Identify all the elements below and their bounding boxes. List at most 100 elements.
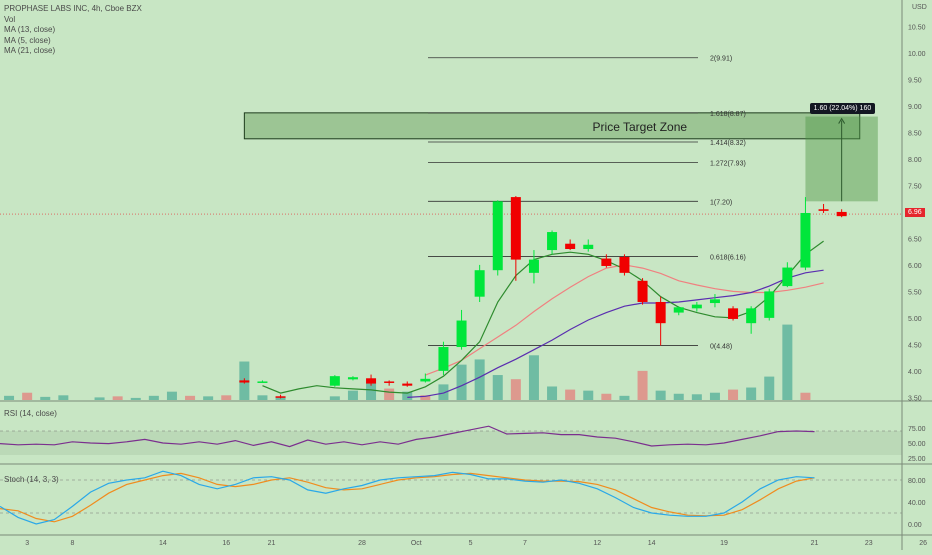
volume-bar — [384, 388, 395, 400]
candle-down — [402, 383, 413, 386]
candle-up — [746, 308, 757, 324]
volume-bar — [655, 390, 666, 400]
candle-down — [510, 197, 521, 260]
volume-bar — [510, 379, 521, 400]
fib-level-label: 0(4.48) — [710, 343, 732, 350]
chart-legend: PROPHASE LABS INC, 4h, Cboe BZX Vol MA (… — [4, 4, 142, 57]
volume-bar — [456, 364, 467, 400]
candle-down — [637, 280, 648, 302]
currency-label: USD — [912, 4, 927, 11]
candle-down — [836, 211, 847, 217]
price-tick-label: 9.00 — [908, 104, 922, 111]
measure-arrow-head — [838, 117, 846, 124]
rsi-line — [0, 425, 815, 448]
volume-bar — [40, 396, 51, 400]
price-tick-label: 10.50 — [908, 24, 926, 31]
volume-bar — [94, 397, 105, 400]
ma5-line — [407, 269, 824, 398]
volume-bar — [221, 395, 232, 400]
volume-bar — [148, 395, 159, 400]
volume-bar — [709, 392, 720, 400]
fib-level-label: 1.272(7.93) — [710, 161, 746, 168]
price-tick-label: 8.50 — [908, 130, 922, 137]
volume-bar — [22, 392, 33, 400]
volume-bar — [728, 389, 739, 400]
last-price-tag: 6.96 — [905, 208, 925, 218]
time-tick-label: Oct — [411, 540, 422, 547]
candle-up — [709, 299, 720, 304]
volume-bar — [800, 392, 811, 400]
candle-down — [818, 209, 829, 211]
time-tick-label: 3 — [25, 540, 29, 547]
fib-level-label: 0.618(6.16) — [710, 254, 746, 261]
candle-down — [601, 258, 612, 266]
time-tick-label: 28 — [358, 540, 366, 547]
volume-bar — [764, 376, 775, 400]
stoch-tick-label: 40.00 — [908, 500, 926, 507]
price-tick-label: 4.00 — [908, 369, 922, 376]
volume-bar — [637, 370, 648, 400]
time-tick-label: 21 — [811, 540, 819, 547]
time-tick-label: 23 — [865, 540, 873, 547]
volume-bar — [782, 324, 793, 400]
time-tick-label: 8 — [70, 540, 74, 547]
volume-bar — [203, 396, 214, 400]
candle-up — [800, 212, 811, 268]
candle-up — [438, 347, 449, 371]
candle-down — [366, 378, 377, 384]
time-tick-label: 5 — [469, 540, 473, 547]
candle-up — [528, 259, 539, 273]
rsi-tick-label: 25.00 — [908, 456, 926, 463]
price-target-zone-label: Price Target Zone — [592, 119, 688, 134]
volume-bar — [257, 395, 268, 400]
legend-vol: Vol — [4, 14, 16, 24]
candle-down — [655, 301, 666, 324]
price-tick-label: 6.00 — [908, 263, 922, 270]
time-tick-label: 12 — [593, 540, 601, 547]
time-tick-label: 7 — [523, 540, 527, 547]
volume-bar — [58, 395, 69, 400]
stoch-d-line — [0, 472, 815, 523]
price-tick-label: 5.50 — [908, 289, 922, 296]
time-tick-label: 14 — [159, 540, 167, 547]
candle-up — [764, 291, 775, 318]
fib-level-label: 1(7.20) — [710, 199, 732, 206]
volume-bar — [4, 395, 15, 400]
stoch-tick-label: 0.00 — [908, 522, 922, 529]
candle-up — [474, 270, 485, 297]
volume-bar — [185, 395, 196, 400]
volume-bar — [492, 375, 503, 400]
rsi-pane-label: RSI (14, close) — [4, 409, 57, 418]
candle-down — [565, 243, 576, 250]
price-tick-label: 8.00 — [908, 157, 922, 164]
price-tick-label: 10.00 — [908, 51, 926, 58]
candle-down — [728, 308, 739, 319]
volume-bar — [366, 382, 377, 400]
time-tick-label: 16 — [222, 540, 230, 547]
candle-down — [619, 256, 630, 273]
volume-bar — [474, 359, 485, 400]
volume-bar — [547, 386, 558, 400]
price-tick-label: 4.50 — [908, 342, 922, 349]
volume-bar — [275, 396, 286, 400]
ma21-line — [425, 264, 824, 376]
volume-bar — [329, 396, 340, 400]
time-tick-label: 26 — [919, 540, 927, 547]
volume-bar — [528, 355, 539, 400]
price-tick-label: 7.50 — [908, 183, 922, 190]
legend-ma13: MA (13, close) — [4, 25, 56, 34]
volume-bar — [746, 387, 757, 400]
fib-level-label: 1.618(8.87) — [710, 111, 746, 118]
rsi-tick-label: 50.00 — [908, 441, 926, 448]
price-tick-label: 9.50 — [908, 77, 922, 84]
time-tick-label: 19 — [720, 540, 728, 547]
measure-badge: 1.60 (22.04%) 160 — [809, 102, 876, 114]
volume-bar — [347, 390, 358, 400]
rsi-tick-label: 75.00 — [908, 426, 926, 433]
volume-bar — [420, 395, 431, 400]
candle-up — [420, 378, 431, 382]
candle-up — [329, 376, 340, 386]
price-tick-label: 6.50 — [908, 236, 922, 243]
